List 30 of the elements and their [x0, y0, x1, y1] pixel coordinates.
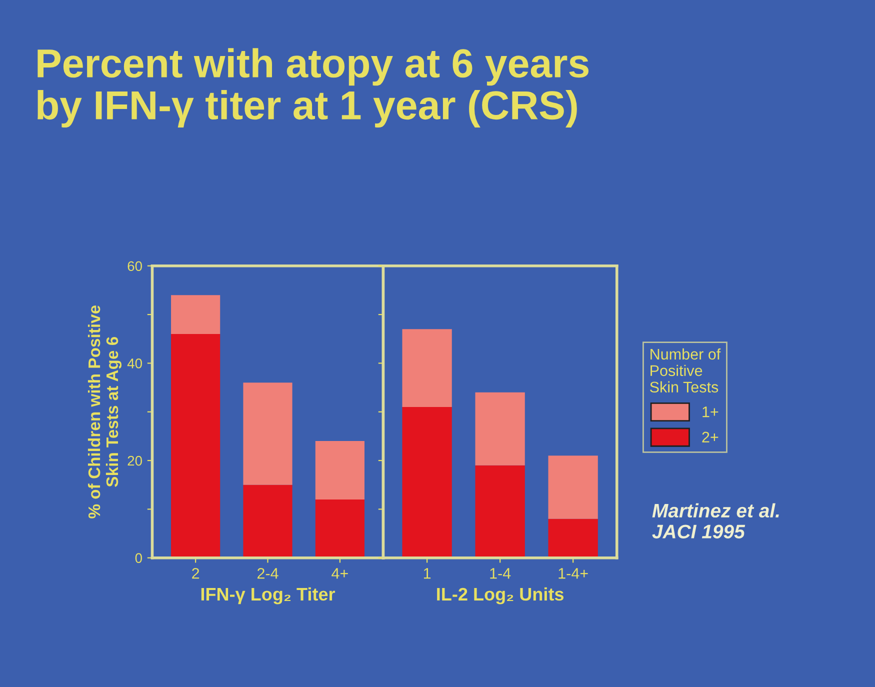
bar: [243, 382, 292, 485]
legend-label: 1+: [702, 406, 718, 418]
bar: [548, 518, 598, 558]
text: Martinez et al. JACI 1995: [652, 503, 779, 538]
x-tick-label: 1-4: [490, 568, 511, 579]
bar: [315, 499, 364, 558]
y-tick-label: 0: [135, 553, 142, 564]
x-tick-label: 1-4+: [558, 568, 588, 579]
bar: [171, 295, 220, 334]
x-tick-label: 2-4: [257, 568, 278, 579]
bar: [548, 456, 598, 519]
x-axis-title: IFN-γ Log₂ Titer: [201, 587, 336, 604]
legend-label: 2+: [702, 432, 718, 442]
bar: [475, 392, 525, 466]
bar: [171, 334, 220, 558]
bar: [402, 329, 452, 407]
x-tick-label: 2: [192, 568, 200, 579]
y-tick-label: 40: [127, 358, 142, 368]
bar: [315, 441, 364, 500]
x-tick-label: 4+: [332, 568, 348, 579]
chart-title: Percent with atopy at 6 years by IFN-γ titer at 1 year (CRS): [38, 48, 589, 128]
y-axis-title: % of Children with Positive Skin Tests at Age 6: [88, 305, 122, 518]
bar: [243, 484, 292, 558]
x-tick-label: 1: [424, 568, 431, 579]
x-axis-title: IL-2 Log₂ Units: [437, 587, 564, 604]
bar: [402, 406, 452, 558]
y-tick-label: 60: [128, 261, 142, 272]
bar: [475, 465, 525, 558]
legend-title: Number of Positive Skin Tests: [650, 348, 721, 393]
y-tick-label: 20: [128, 456, 142, 466]
